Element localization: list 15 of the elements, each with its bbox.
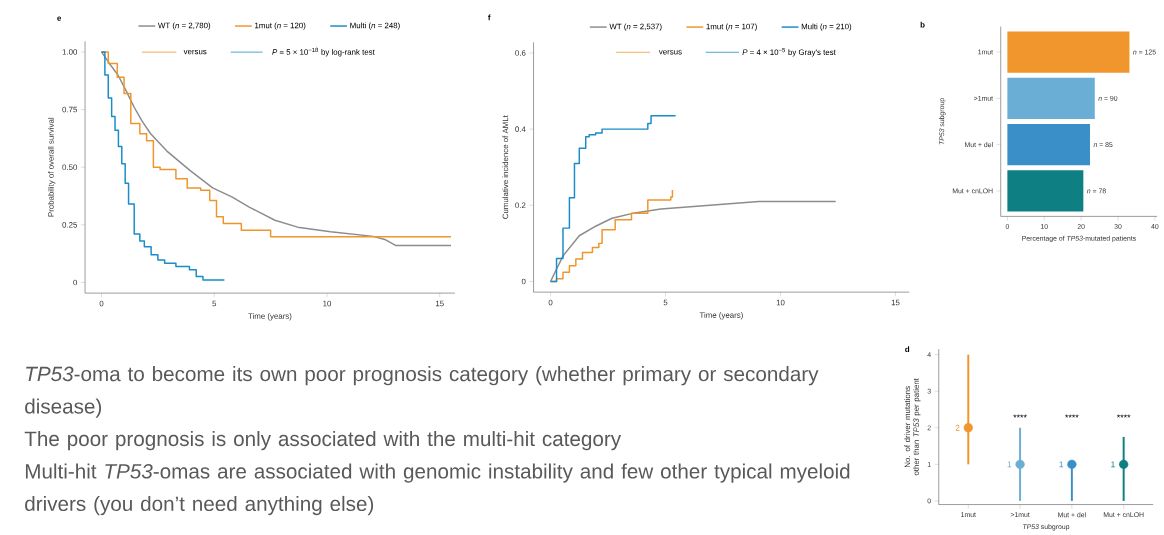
text: Multi-hit TP53-omas are associated with genomic instability and few other typical myeloid drivers (you don’t need anything else) <box>25 463 850 516</box>
data-label: 1 <box>1059 461 1064 468</box>
annotation: **** <box>1065 414 1079 418</box>
annotation: **** <box>1013 414 1027 418</box>
text: The poor prognosis is only associated with the multi-hit category <box>24 430 622 451</box>
bar <box>1007 124 1090 166</box>
line-series <box>549 200 837 283</box>
text: TP53-oma to become its own poor prognosis category (whether primary or secondary disease) <box>25 366 819 418</box>
data-label: 1 <box>1007 461 1012 468</box>
data-label: 2 <box>955 424 960 431</box>
data-label: 1 <box>1111 461 1115 468</box>
bar <box>1007 170 1084 212</box>
bar <box>1007 31 1130 73</box>
bar <box>1007 77 1095 119</box>
annotation: **** <box>1116 414 1131 418</box>
